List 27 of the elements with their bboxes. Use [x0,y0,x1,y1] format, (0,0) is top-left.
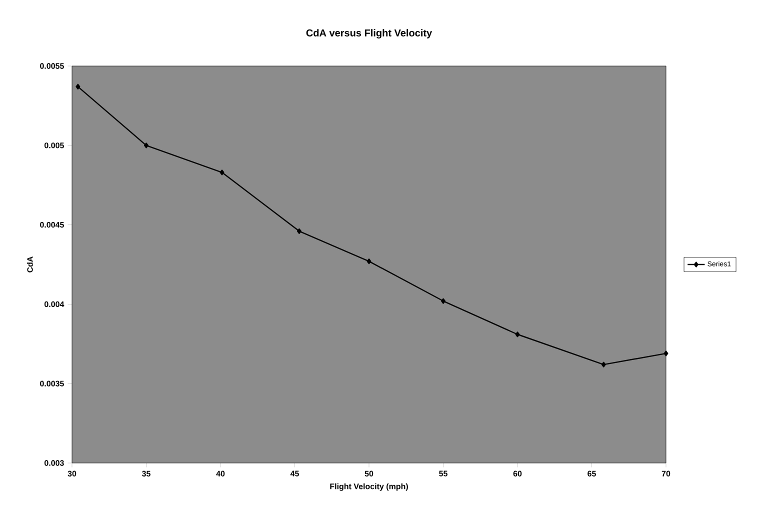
x-tick-label: 30 [68,470,76,476]
point [601,362,606,368]
point [441,298,446,304]
x-tick-label: 40 [216,470,225,476]
point [220,170,224,176]
x-tick-label: 65 [588,470,596,476]
y-axis-title: CdA [26,256,33,272]
x-axis-title: Flight Velocity (mph) [330,483,408,491]
chart-title: CdA versus Flight Velocity [306,29,432,38]
point [76,84,80,90]
y-tick-label: 0.004 [44,301,64,308]
y-tick-label: 0.0055 [40,63,64,69]
x-tick-label: 45 [290,470,299,476]
y-tick-label: 0.0045 [40,222,64,228]
x-tick-label: 60 [513,470,522,476]
x-tick-label: 35 [142,470,150,476]
y-tick-label: 0.003 [44,460,64,466]
y-tick-label: 0.005 [44,142,64,148]
x-tick-label: 50 [364,470,374,476]
point [144,142,148,148]
y-tick-label: 0.0035 [40,380,64,386]
point [366,258,372,264]
x-tick-label: 70 [662,470,670,476]
point [515,332,520,338]
point [664,350,668,356]
x-tick-label: 55 [439,470,448,476]
point [296,228,302,234]
